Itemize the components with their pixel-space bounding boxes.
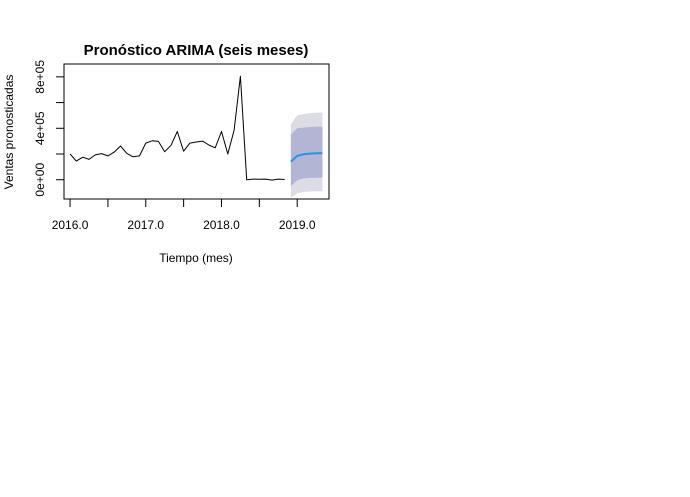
x-tick-label: 2019.0 [279,218,316,232]
y-tick-label: 0e+00 [33,163,47,197]
plot-area [69,75,323,198]
x-tick-label: 2017.0 [127,218,164,232]
prediction-interval-80 [290,126,323,187]
y-tick-label: 8e+05 [33,60,47,94]
chart-title: Pronóstico ARIMA (seis meses) [84,42,309,59]
x-tick-label: 2018.0 [203,218,240,232]
forecast-series-line [290,152,323,163]
x-axis: 2016.0 2017.0 2018.0 2019.0 [52,198,316,232]
y-axis-label: Ventas pronosticadas [2,75,16,190]
plot-box [63,63,330,200]
observed-series-line [69,75,285,181]
x-tick-label: 2016.0 [52,218,89,232]
y-tick-label: 4e+05 [33,111,47,145]
x-axis-label: Tiempo (mes) [159,251,233,265]
y-axis: 0e+00 4e+05 8e+05 [33,60,65,197]
